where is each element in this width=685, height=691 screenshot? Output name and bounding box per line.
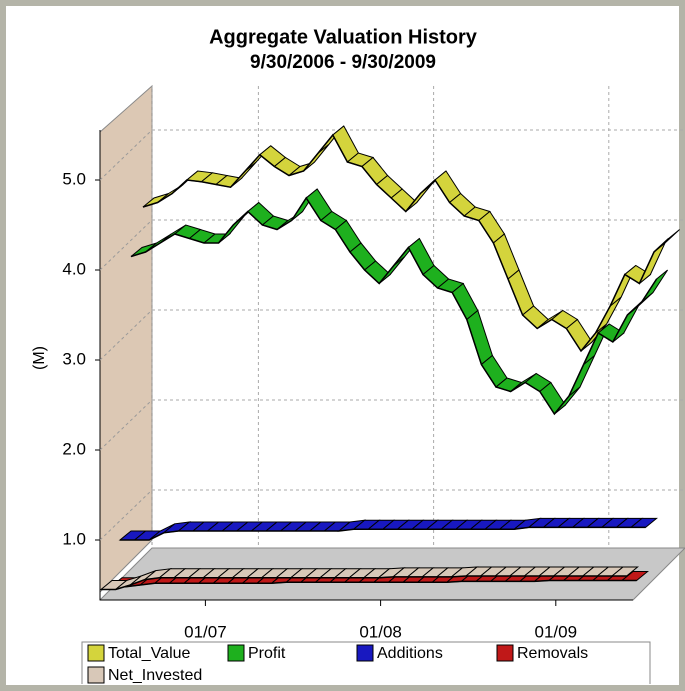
y-tick-label: 1.0 [62,529,86,548]
grid-line [99,129,153,181]
series-line [111,579,637,588]
legend-swatch [87,666,105,684]
grid-line [99,309,153,361]
legend-swatch [356,644,374,662]
legend-label: Net_Invested [108,667,202,684]
y-tick-label: 5.0 [62,169,86,188]
y-tick-label: 3.0 [62,349,86,368]
grid-line [99,489,153,541]
series-line [101,575,627,591]
legend-frame [81,641,651,684]
chart-title: Aggregate Valuation History [209,26,478,48]
legend-label: Additions [377,645,443,662]
legend-swatch [87,644,105,662]
x-tick-label: 01/07 [184,622,227,641]
legend-label: Profit [248,645,286,662]
x-tick-label: 01/09 [535,622,578,641]
chart-subtitle: 9/30/2006 - 9/30/2009 [250,52,436,73]
plot: 1.0 2.0 3.0 4.0 5.0 01/07 01/08 01/09 [62,86,685,641]
legend-swatch [496,644,514,662]
y-tick-label: 2.0 [62,439,86,458]
x-tick-label: 01/08 [359,622,402,641]
legend-label: Removals [517,645,588,662]
legend-swatch [227,644,245,662]
side-wall [99,84,153,594]
grid-line [99,399,153,451]
series-line [142,133,670,353]
legend-label: Total_Value [108,645,191,662]
series-line [130,196,658,416]
y-axis-label: (M) [31,346,48,370]
y-tick-label: 4.0 [62,259,86,278]
grid-line [99,219,153,271]
series-line [120,526,646,541]
legend: Total_Value Profit Additions Removals Net_In… [87,644,588,684]
